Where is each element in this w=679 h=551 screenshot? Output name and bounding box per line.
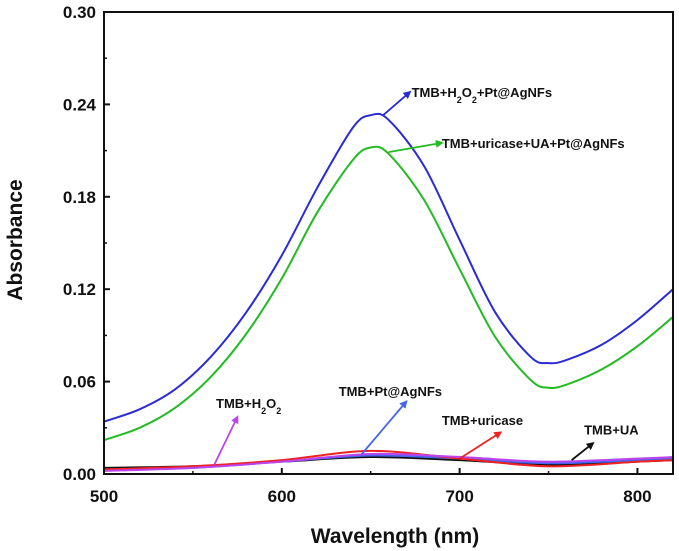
label-part: TMB+H: [412, 85, 457, 100]
annotation-arrow-2: [361, 400, 408, 455]
plot-frame: [103, 11, 674, 475]
series-line-0: [103, 112, 674, 423]
label-part: 2: [276, 406, 281, 416]
series-layer: [103, 112, 674, 472]
label-part: 2: [472, 95, 477, 105]
annotation-label-5: TMB+UA: [584, 422, 639, 437]
y-tick-label: 0.18: [63, 188, 96, 207]
y-tick-label: 0.24: [63, 95, 97, 114]
series-line-3: [103, 449, 674, 471]
x-tick-label: 600: [268, 487, 296, 506]
annotation-layer: TMB+H2O2+Pt@AgNFsTMB+uricase+UA+Pt@AgNFs…: [213, 85, 639, 466]
annotation-arrow-1: [388, 139, 444, 154]
y-tick-label: 0.06: [63, 373, 96, 392]
annotation-arrow-3: [459, 431, 503, 460]
label-part: 2: [261, 406, 266, 416]
x-tick-label: 500: [90, 487, 118, 506]
label-part: 2: [457, 95, 462, 105]
y-axis-title: Absorbance: [4, 179, 27, 300]
x-tick-label: 700: [445, 487, 473, 506]
series-line-4: [103, 452, 674, 472]
annotation-label-1: TMB+uricase+UA+Pt@AgNFs: [442, 136, 625, 151]
annotation-label-4: TMB+H2O2: [216, 396, 281, 416]
annotation-label-2: TMB+Pt@AgNFs: [339, 384, 442, 399]
annotation-label-0: TMB+H2O2+Pt@AgNFs: [412, 85, 552, 105]
y-tick-label: 0.30: [63, 3, 96, 22]
annotation-label-3: TMB+uricase: [442, 413, 523, 428]
annotation-arrow-4: [213, 415, 239, 466]
label-part: +Pt@AgNFs: [477, 85, 552, 100]
x-axis-title: Wavelength (nm): [311, 525, 479, 548]
y-tick-label: 0.12: [63, 280, 96, 299]
y-tick-label: 0.00: [63, 465, 96, 484]
x-tick-label: 800: [623, 487, 651, 506]
annotation-arrow-5: [571, 441, 595, 461]
series-line-1: [103, 145, 674, 442]
annotation-arrow-0: [382, 90, 412, 116]
axes-layer: 500 600 700 800 0.00 0.06 0.12 0.18 0.24 0.30: [63, 3, 674, 506]
label-part: TMB+H: [216, 396, 261, 411]
label-part: O: [462, 85, 472, 100]
label-part: O: [266, 396, 276, 411]
